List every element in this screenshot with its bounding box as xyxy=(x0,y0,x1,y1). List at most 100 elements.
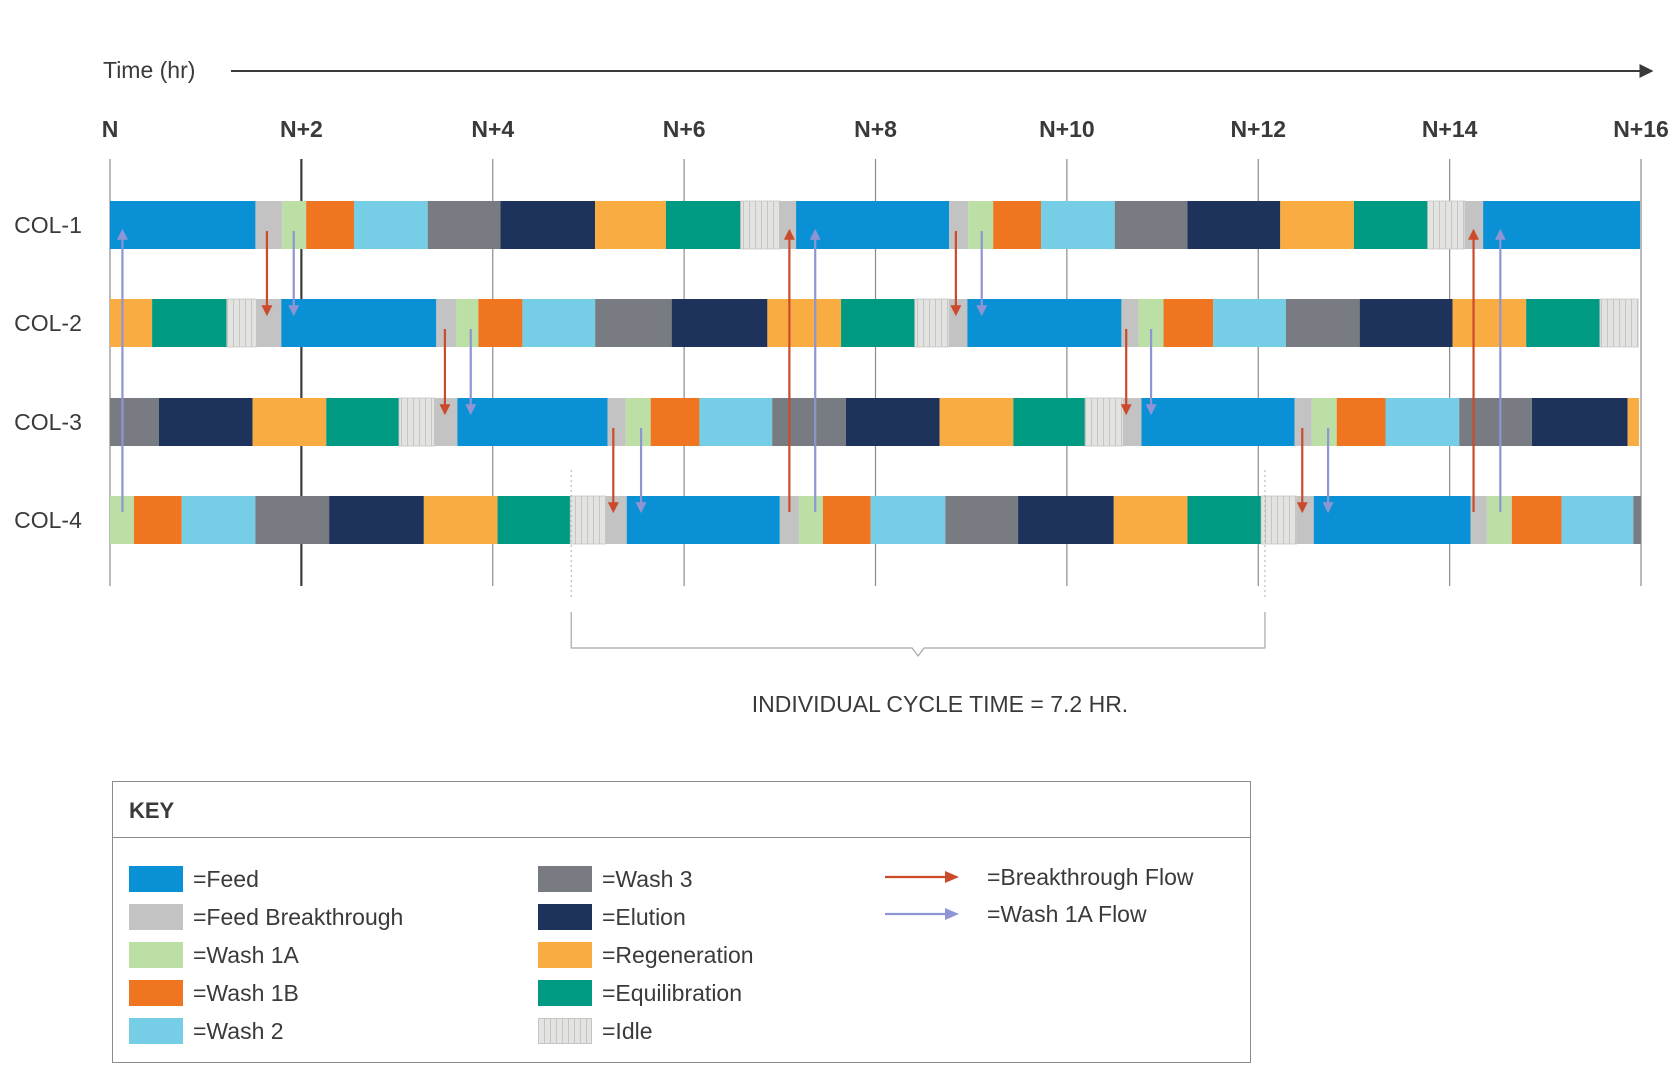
phase-bar-regeneration xyxy=(110,299,153,347)
phase-bar-wash1b xyxy=(822,496,871,544)
phase-bar-elution xyxy=(1187,201,1281,249)
phase-bar-feed-breakthrough xyxy=(605,496,627,544)
cycle-bracket-line xyxy=(570,612,1266,657)
phase-bar-wash2 xyxy=(1561,496,1634,544)
key-item-feed-breakthrough: =Feed Breakthrough xyxy=(129,902,403,932)
phase-bar-idle xyxy=(1427,200,1466,250)
phase-bar-feed xyxy=(796,201,950,249)
phase-bar-equilibration xyxy=(326,398,399,446)
phase-bar-feed xyxy=(281,299,437,347)
phase-bar-wash1b xyxy=(1336,398,1386,446)
phase-bar-regeneration xyxy=(252,398,327,446)
key-divider xyxy=(113,837,1250,838)
key-swatch xyxy=(129,866,183,892)
key-item-equilibration: =Equilibration xyxy=(538,978,742,1008)
phase-bar-wash2 xyxy=(699,398,773,446)
phase-bar-idle xyxy=(226,298,257,348)
phase-bar-wash1b xyxy=(306,201,355,249)
phase-bar-regeneration xyxy=(1113,496,1188,544)
phase-bar-feed-breakthrough xyxy=(779,201,797,249)
flow-arrows xyxy=(116,228,1506,514)
phase-bar-wash3 xyxy=(1459,398,1532,446)
key-item-wash-1a-flow: =Wash 1A Flow xyxy=(881,899,1147,929)
phase-bar-wash1b xyxy=(133,496,182,544)
phase-bar-wash2 xyxy=(354,201,428,249)
key-label: =Elution xyxy=(602,903,686,930)
phase-bar-feed xyxy=(967,299,1122,347)
cycle-time-label: INDIVIDUAL CYCLE TIME = 7.2 HR. xyxy=(752,691,1128,717)
phase-bar-regeneration xyxy=(767,299,842,347)
phase-bar-equilibration xyxy=(497,496,571,544)
wash-1a-flow-arrow-icon xyxy=(885,908,959,920)
phase-bar-feed xyxy=(1483,201,1641,249)
phase-bar-wash3 xyxy=(427,201,501,249)
phase-bar-wash1b xyxy=(650,398,700,446)
key-title: KEY xyxy=(129,798,175,823)
phase-bar-feed-breakthrough xyxy=(255,201,283,249)
key-item-wash1b: =Wash 1B xyxy=(129,978,299,1008)
key-label: =Regeneration xyxy=(602,941,754,968)
phase-bar-wash1a xyxy=(110,496,134,544)
key-item-idle: =Idle xyxy=(538,1016,653,1046)
phase-bar-feed-breakthrough xyxy=(607,398,626,446)
key-swatch xyxy=(129,942,183,968)
phase-bar-regeneration xyxy=(1280,201,1354,249)
phase-bar-feed-breakthrough xyxy=(1470,496,1487,544)
phase-bar-feed-breakthrough xyxy=(1296,496,1314,544)
key-item-feed: =Feed xyxy=(129,864,259,894)
key-swatch xyxy=(538,980,592,1006)
phase-bar-regeneration xyxy=(939,398,1014,446)
column-label: COL-4 xyxy=(14,507,82,533)
time-tick-label: N+6 xyxy=(663,116,706,142)
time-tick-label: N+2 xyxy=(280,116,323,142)
phase-bar-wash1a xyxy=(282,201,307,249)
phase-bar-idle xyxy=(1260,495,1297,545)
phase-bar-wash1b xyxy=(993,201,1042,249)
phase-bar-wash2 xyxy=(1041,201,1115,249)
time-tick-label: N+10 xyxy=(1039,116,1095,142)
column-labels: COL-1 COL-2 COL-3 COL-4 xyxy=(14,212,82,533)
phase-bar-wash1b xyxy=(478,299,523,347)
phase-bar-feed xyxy=(457,398,608,446)
column-label: COL-3 xyxy=(14,409,82,435)
key-swatch xyxy=(538,904,592,930)
time-tick-label: N+8 xyxy=(854,116,897,142)
phase-bar-idle xyxy=(398,397,435,447)
phase-bar-equilibration xyxy=(1526,299,1600,347)
key-label: =Feed Breakthrough xyxy=(193,903,404,930)
cycle-timeline-diagram: Time (hr) N N+2 N+4 N+6 N+8 N+10 N+12 N+14 N+16 … xyxy=(14,57,1669,717)
cycle-time-bracket xyxy=(570,470,1266,657)
phase-bar-feed xyxy=(1141,398,1295,446)
phase-bar-feed-breakthrough xyxy=(256,299,282,347)
key-label: =Feed xyxy=(193,865,259,892)
key-label: =Equilibration xyxy=(602,979,743,1006)
key-swatch xyxy=(129,904,183,930)
key-item-breakthrough-flow: =Breakthrough Flow xyxy=(881,862,1193,892)
phase-bar-elution xyxy=(671,299,768,347)
key-swatch xyxy=(538,1018,592,1044)
phase-bar-feed xyxy=(1313,496,1471,544)
phase-bar-feed xyxy=(626,496,780,544)
phase-bar-wash3 xyxy=(1633,496,1641,544)
phase-bar-idle xyxy=(914,298,950,348)
time-tick-label: N+16 xyxy=(1613,116,1669,142)
column-label: COL-2 xyxy=(14,310,82,336)
phase-bar-wash2 xyxy=(522,299,596,347)
column-label: COL-1 xyxy=(14,212,82,238)
key-label: =Idle xyxy=(602,1017,653,1044)
phase-bar-idle xyxy=(1599,298,1639,348)
key-label: =Wash 2 xyxy=(193,1017,284,1044)
phase-bars xyxy=(110,200,1641,545)
phase-bar-wash3 xyxy=(110,398,159,446)
time-axis-label: Time (hr) xyxy=(103,57,195,83)
phase-bar-equilibration xyxy=(152,299,227,347)
time-tick-label: N+4 xyxy=(471,116,514,142)
phase-bar-elution xyxy=(845,398,940,446)
key-swatch xyxy=(129,980,183,1006)
phase-bar-equilibration xyxy=(1013,398,1086,446)
breakthrough-flow-arrow-icon xyxy=(885,871,959,883)
key-item-wash3: =Wash 3 xyxy=(538,864,693,894)
phase-bar-wash3 xyxy=(1285,299,1360,347)
phase-bar-wash1b xyxy=(1163,299,1214,347)
phase-bar-wash2 xyxy=(870,496,946,544)
